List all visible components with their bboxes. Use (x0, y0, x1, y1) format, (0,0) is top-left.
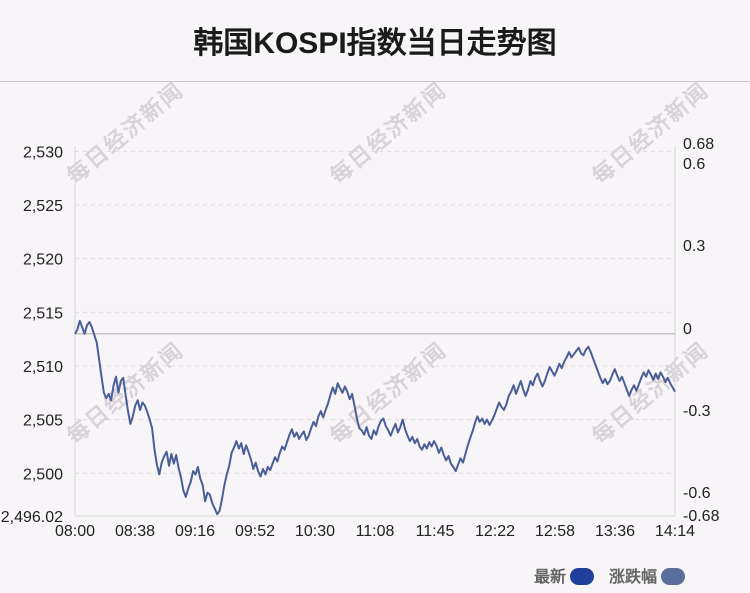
x-tick-label: 10:30 (295, 523, 335, 540)
x-tick-label: 12:58 (535, 523, 575, 540)
chart-title: 韩国KOSPI指数当日走势图 (193, 27, 557, 60)
y-right-tick-label: -0.3 (683, 403, 711, 420)
watermark-text: 每日经济新闻 (587, 337, 713, 449)
x-tick-label: 08:38 (115, 523, 155, 540)
x-tick-label: 14:14 (655, 523, 695, 540)
series (74, 319, 676, 516)
y-left-tick-label: 2,505 (23, 413, 63, 430)
legend-latest-label: 最新 (534, 569, 567, 586)
kospi-line (74, 319, 676, 516)
legend-latest[interactable]: 最新 (534, 563, 595, 587)
y-left-tick-label: 2,500 (23, 466, 63, 483)
axes (74, 146, 676, 517)
y-left-tick-label: 2,510 (23, 359, 63, 376)
y-left-tick-label: 2,515 (23, 305, 63, 322)
y-right-tick-label: -0.6 (683, 485, 711, 502)
x-tick-label: 09:52 (235, 523, 275, 540)
y-right-ticks: 0.68 0.6 0.3 0 -0.3 -0.6 -0.68 (683, 136, 720, 525)
y-left-tick-label: 2,496.02 (1, 509, 63, 526)
watermark-text: 每日经济新闻 (325, 77, 451, 189)
legend-change-label: 涨跌幅 (609, 569, 658, 586)
x-tick-label: 11:45 (416, 523, 455, 540)
y-right-tick-label: 0.3 (683, 238, 705, 255)
y-right-tick-label: 0.6 (683, 156, 705, 173)
y-right-tick-label: 0 (683, 321, 692, 338)
x-tick-label: 09:16 (175, 523, 215, 540)
x-ticks: 08:00 08:38 09:16 09:52 10:30 11:08 11:45 12:22… (55, 523, 695, 540)
x-tick-label: 11:08 (356, 523, 395, 540)
grid (75, 150, 675, 474)
y-left-tick-label: 2,530 (23, 144, 63, 161)
legend-latest-swatch (570, 568, 595, 585)
y-right-tick-label: -0.68 (683, 508, 720, 525)
legend-change-swatch (661, 568, 686, 585)
legend-change[interactable]: 涨跌幅 (609, 563, 686, 587)
watermark-text: 每日经济新闻 (62, 77, 188, 189)
y-left-ticks: 2,530 2,525 2,520 2,515 2,510 2,505 2,500 2,496… (1, 144, 63, 526)
x-tick-label: 12:22 (475, 523, 515, 540)
y-left-tick-label: 2,520 (23, 252, 63, 269)
y-left-tick-label: 2,525 (23, 198, 63, 215)
x-tick-label: 08:00 (55, 523, 95, 540)
y-right-tick-label: 0.68 (683, 136, 714, 153)
title-divider (0, 81, 750, 82)
x-tick-label: 13:36 (595, 523, 635, 540)
